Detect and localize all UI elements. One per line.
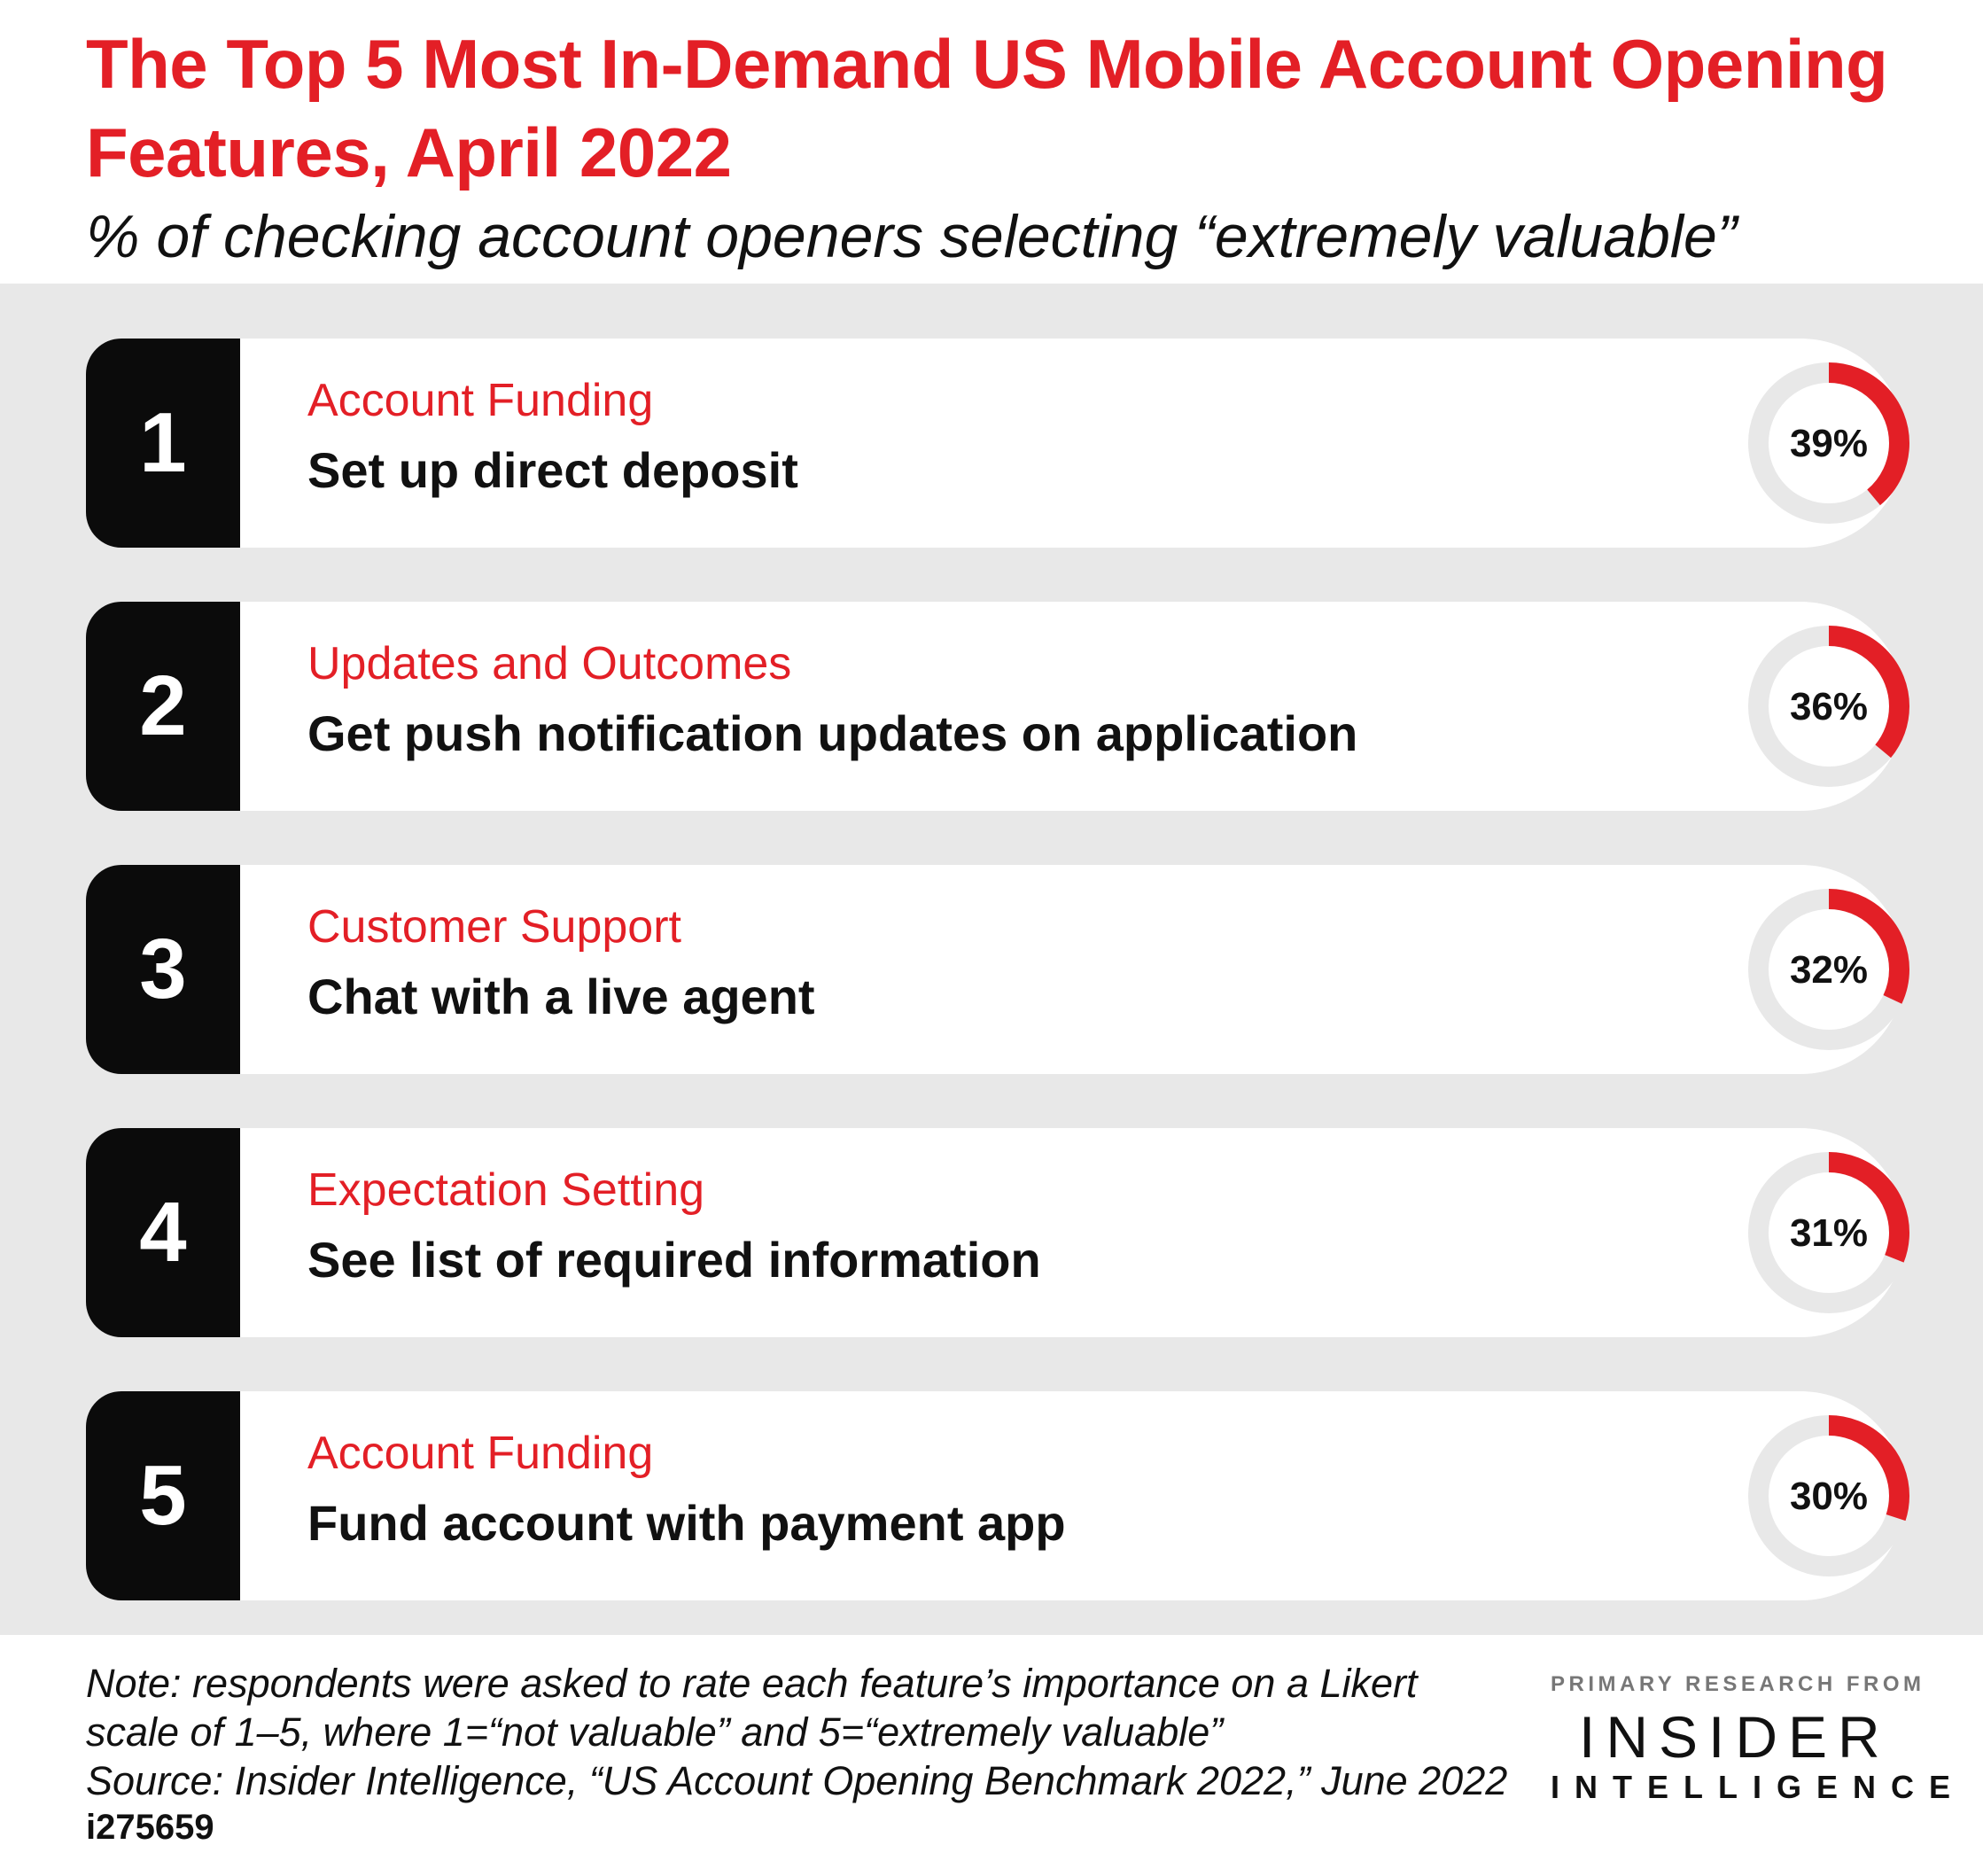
feature-category: Customer Support: [307, 901, 681, 953]
feature-category: Updates and Outcomes: [307, 638, 792, 689]
donut-value-arc: [1748, 1152, 1909, 1313]
value-label: 30%: [1790, 1475, 1868, 1518]
feature-category: Account Funding: [307, 375, 654, 426]
rank-number: 4: [86, 1128, 240, 1337]
feature-card: Expectation Setting See list of required…: [240, 1128, 1909, 1337]
donut-value-arc: [1748, 889, 1909, 1050]
feature-description: Get push notification updates on applica…: [307, 705, 1358, 761]
rank-number: 5: [86, 1391, 240, 1600]
ranking-row: 3 Customer Support Chat with a live agen…: [86, 865, 1909, 1074]
ranking-row: 2 Updates and Outcomes Get push notifica…: [86, 602, 1909, 811]
donut-chart: 36%: [1748, 626, 1909, 787]
note-line-2: scale of 1–5, where 1=“not valuable” and…: [86, 1709, 1224, 1755]
value-label: 32%: [1790, 948, 1868, 992]
donut-chart: 30%: [1748, 1415, 1909, 1576]
donut-chart: 31%: [1748, 1152, 1909, 1313]
value-label: 31%: [1790, 1211, 1868, 1255]
logo-insider: INSIDER: [1579, 1704, 1891, 1770]
donut-chart: 39%: [1748, 362, 1909, 524]
feature-category: Account Funding: [307, 1428, 654, 1479]
rank-number: 2: [86, 602, 240, 811]
ranking-row: 4 Expectation Setting See list of requir…: [86, 1128, 1909, 1337]
logo-tagline: PRIMARY RESEARCH FROM: [1551, 1672, 1925, 1696]
chart-subtitle: % of checking account openers selecting …: [86, 203, 1738, 270]
feature-card: Account Funding Fund account with paymen…: [240, 1391, 1909, 1600]
note-line-1: Note: respondents were asked to rate eac…: [86, 1661, 1418, 1706]
feature-description: See list of required information: [307, 1232, 1041, 1288]
donut-value-arc: [1748, 626, 1909, 787]
feature-card: Customer Support Chat with a live agent …: [240, 865, 1909, 1074]
donut-value-arc: [1748, 362, 1909, 524]
chart-id: i275659: [86, 1808, 214, 1847]
value-label: 39%: [1790, 422, 1868, 465]
feature-card: Updates and Outcomes Get push notificati…: [240, 602, 1909, 811]
footnote: Note: respondents were asked to rate eac…: [86, 1659, 1507, 1805]
feature-category: Expectation Setting: [307, 1164, 705, 1216]
ranking-row: 1 Account Funding Set up direct deposit …: [86, 339, 1909, 548]
rank-number: 3: [86, 865, 240, 1074]
feature-description: Chat with a live agent: [307, 969, 815, 1024]
feature-card: Account Funding Set up direct deposit 39…: [240, 339, 1909, 548]
donut-value-arc: [1748, 1415, 1909, 1576]
value-label: 36%: [1790, 685, 1868, 728]
chart-title: The Top 5 Most In-Demand US Mobile Accou…: [86, 25, 1888, 191]
source-line: Source: Insider Intelligence, “US Accoun…: [86, 1758, 1508, 1803]
rank-number: 1: [86, 339, 240, 548]
feature-description: Fund account with payment app: [307, 1495, 1066, 1551]
donut-chart: 32%: [1748, 889, 1909, 1050]
ranking-row: 5 Account Funding Fund account with paym…: [86, 1391, 1909, 1600]
logo-intelligence: INTELLIGENCE: [1551, 1769, 1966, 1805]
feature-description: Set up direct deposit: [307, 442, 798, 498]
